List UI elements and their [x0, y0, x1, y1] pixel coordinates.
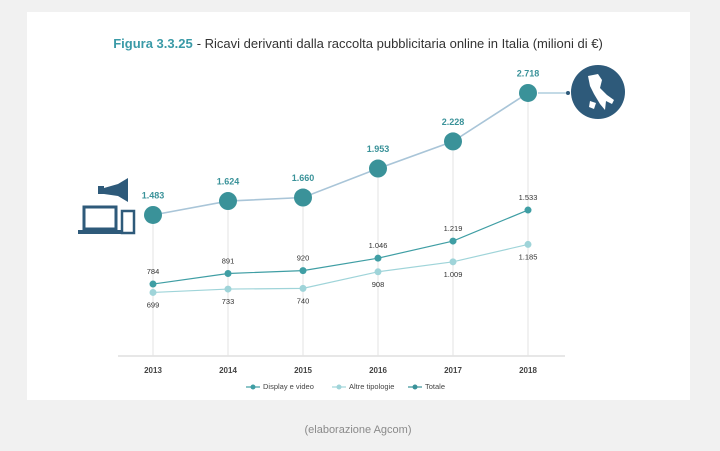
caption: (elaborazione Agcom) [304, 424, 411, 436]
data-point [449, 258, 457, 266]
series-line [152, 243, 529, 294]
x-tick-label: 2016 [369, 366, 387, 375]
data-label: 1.953 [367, 144, 390, 154]
data-label: 920 [297, 254, 310, 263]
data-label: 1.624 [217, 176, 240, 186]
data-label: 1.533 [519, 193, 538, 202]
data-point [524, 206, 532, 214]
data-label: 1.219 [444, 224, 463, 233]
data-label: 733 [222, 297, 235, 306]
data-label: 1.483 [142, 190, 165, 200]
x-tick-label: 2018 [519, 366, 537, 375]
x-tick-label: 2015 [294, 366, 312, 375]
data-label: 891 [222, 256, 235, 265]
data-label: 740 [297, 296, 310, 305]
data-point [444, 132, 462, 151]
x-tick-label: 2017 [444, 366, 462, 375]
data-point [294, 188, 312, 207]
data-point [519, 83, 537, 102]
device-icon [78, 178, 136, 235]
data-point [219, 192, 237, 211]
data-label: 1.009 [444, 270, 463, 279]
data-point [299, 267, 307, 275]
series-line [152, 209, 529, 285]
series-line [152, 92, 529, 216]
italy-icon [538, 65, 625, 119]
legend-label: Display e video [263, 382, 314, 391]
data-point [374, 254, 382, 262]
data-label: 2.228 [442, 117, 465, 127]
data-point [524, 240, 532, 248]
data-label: 2.718 [517, 68, 540, 78]
data-point [224, 269, 232, 277]
data-label: 784 [147, 267, 160, 276]
data-label: 699 [147, 300, 160, 309]
data-point [144, 205, 162, 224]
data-point [449, 237, 457, 245]
data-point [149, 288, 157, 296]
x-tick-label: 2014 [219, 366, 237, 375]
data-point [374, 268, 382, 276]
legend-marker [250, 384, 256, 390]
data-label: 1.185 [519, 252, 538, 261]
data-point [369, 159, 387, 178]
data-point [224, 285, 232, 293]
data-point [299, 284, 307, 292]
data-point [149, 280, 157, 288]
legend-label: Altre tipologie [349, 382, 394, 391]
title-text: - Ricavi derivanti dalla raccolta pubbli… [197, 36, 603, 51]
data-label: 1.660 [292, 173, 315, 183]
data-label: 908 [372, 280, 385, 289]
legend-marker [336, 384, 342, 390]
data-label: 1.046 [369, 241, 388, 250]
chart-title: Figura 3.3.25 - Ricavi derivanti dalla ra… [113, 36, 603, 51]
legend-marker [412, 384, 418, 390]
legend-label: Totale [425, 382, 445, 391]
x-tick-label: 2013 [144, 366, 162, 375]
figure-number: Figura 3.3.25 [113, 36, 192, 51]
